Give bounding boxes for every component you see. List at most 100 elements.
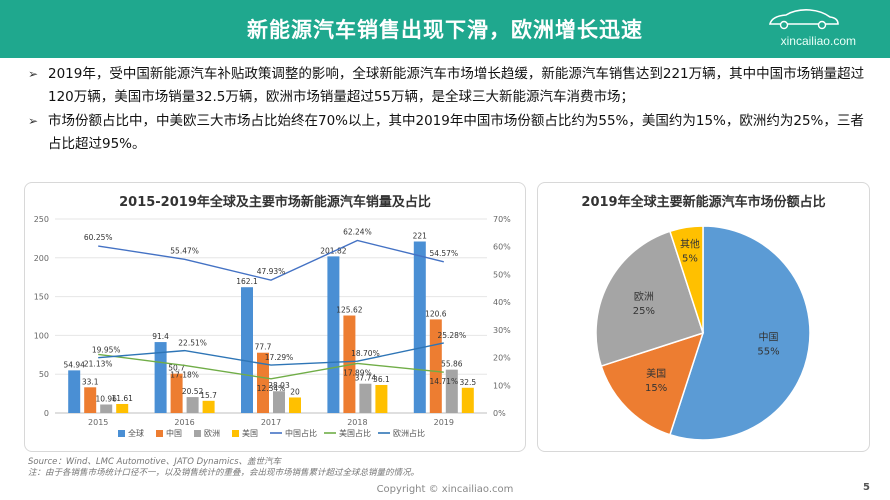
bar-美国 — [202, 400, 215, 413]
y2-tick-label: 60% — [493, 243, 511, 252]
pie-slice-value: 25% — [633, 306, 655, 317]
pie-chart-title: 2019年全球主要新能源汽车市场份额占比 — [581, 195, 826, 210]
page-number: 5 — [863, 482, 870, 493]
bar-data-label: 120.6 — [425, 309, 447, 318]
y-tick-label: 250 — [34, 215, 49, 224]
bullet-item: ➢ 市场份额占比中，中美欧三大市场占比始终在70%以上，其中2019年中国市场份… — [28, 110, 868, 156]
combo-chart-title: 2015-2019年全球及主要市场新能源汽车销量及占比 — [119, 195, 431, 210]
bar-data-label: 20 — [290, 387, 300, 396]
line-data-label: 62.24% — [343, 228, 372, 237]
x-tick-label: 2018 — [347, 418, 367, 427]
pie-slice-name: 中国 — [759, 330, 779, 343]
bar-全球 — [154, 342, 167, 413]
bar-data-label: 28.03 — [268, 381, 290, 390]
bullet-text: 2019年，受中国新能源汽车补贴政策调整的影响，全球新能源汽车市场增长趋缓，新能… — [48, 66, 865, 105]
pie-slice-欧洲 — [595, 230, 704, 368]
pie-slice-其他 — [668, 225, 704, 334]
bar-data-label: 77.7 — [255, 343, 272, 352]
bar-data-label: 32.5 — [459, 378, 476, 387]
arrow-bullet-icon: ➢ — [28, 114, 39, 128]
bullet-item: ➢ 2019年，受中国新能源汽车补贴政策调整的影响，全球新能源汽车市场增长趋缓，… — [28, 63, 868, 109]
y2-tick-label: 30% — [493, 326, 511, 335]
bar-美国 — [116, 403, 129, 413]
line-data-label: 19.95% — [92, 346, 121, 355]
legend-label: 全球 — [128, 428, 144, 438]
bar-欧洲 — [273, 391, 285, 413]
legend-swatch — [118, 430, 125, 437]
y-tick-label: 50 — [39, 370, 49, 379]
y2-tick-label: 40% — [493, 298, 511, 307]
bar-data-label: 37.74 — [355, 374, 377, 383]
bar-全球 — [327, 256, 340, 413]
line-data-label: 17.29% — [265, 353, 294, 362]
pie-slice-name: 美国 — [646, 367, 666, 380]
y2-tick-label: 20% — [493, 354, 511, 363]
bar-全球 — [413, 241, 426, 413]
bar-美国 — [375, 384, 388, 413]
bar-data-label: 15.7 — [200, 391, 217, 400]
combo-chart-panel: 2015-2019年全球及主要市场新能源汽车销量及占比 0 50 100 150 200… — [24, 182, 526, 452]
copyright: Copyright © xincailiao.com — [376, 484, 514, 495]
bar-data-label: 91.4 — [152, 332, 169, 341]
car-logo-icon — [768, 9, 839, 30]
bar-欧洲 — [100, 404, 113, 413]
bar-欧洲 — [186, 397, 199, 413]
pie-slice-name: 欧洲 — [634, 291, 654, 303]
bar-data-label: 33.1 — [82, 377, 99, 386]
x-tick-label: 2019 — [434, 418, 454, 427]
legend-swatch — [156, 430, 163, 437]
legend-swatch — [194, 430, 201, 437]
y2-tick-label: 70% — [493, 215, 511, 224]
legend-swatch — [232, 430, 239, 437]
source-note: Source：Wind、LMC Automotive、JATO Dynamics… — [28, 457, 282, 467]
bar-data-label: 50.7 — [168, 364, 185, 373]
line-data-label: 17.18% — [170, 370, 199, 379]
x-tick-label: 2015 — [88, 418, 108, 427]
y2-tick-label: 50% — [493, 270, 511, 279]
line-美国占比 — [98, 353, 444, 380]
legend-label: 美国占比 — [339, 428, 371, 438]
legend-label: 中国 — [166, 428, 182, 438]
line-data-label: 25.28% — [437, 331, 466, 340]
line-data-label: 18.70% — [351, 349, 380, 358]
y-tick-label: 200 — [34, 254, 49, 263]
bar-data-label: 36.1 — [373, 375, 390, 384]
bar-中国 — [429, 319, 442, 413]
pie-slice-name: 其他 — [680, 238, 700, 251]
line-data-label: 21.13% — [84, 359, 113, 368]
bar-中国 — [84, 387, 97, 413]
pie-slice-value: 55% — [757, 346, 779, 357]
page-title: 新能源汽车销售出现下滑，欧洲增长迅速 — [247, 18, 643, 42]
y2-tick-label: 10% — [493, 381, 511, 390]
x-tick-label: 2016 — [174, 418, 194, 427]
legend-label: 中国占比 — [285, 428, 317, 438]
bar-中国 — [170, 373, 183, 413]
bar-全球 — [241, 287, 253, 413]
bar-欧洲 — [445, 369, 458, 413]
legend-label: 美国 — [242, 428, 258, 438]
line-中国占比 — [98, 239, 444, 281]
line-data-label: 47.93% — [257, 267, 286, 276]
bar-美国 — [461, 387, 474, 413]
line-data-label: 55.47% — [170, 246, 199, 255]
header-bar: 新能源汽车销售出现下滑，欧洲增长迅速 xincailiao.com — [0, 0, 890, 58]
y-tick-label: 0 — [44, 409, 49, 418]
footnote: Source：Wind、LMC Automotive、JATO Dynamics… — [28, 457, 419, 479]
bar-美国 — [289, 397, 301, 413]
bar-data-label: 125.62 — [336, 306, 362, 315]
line-data-label: 22.51% — [178, 339, 207, 348]
arrow-bullet-icon: ➢ — [28, 67, 39, 81]
y-tick-label: 100 — [34, 331, 49, 340]
bar-data-label: 11.61 — [111, 394, 133, 403]
pie-slice-value: 5% — [682, 254, 698, 265]
legend-label: 欧洲占比 — [393, 428, 425, 438]
bar-欧洲 — [359, 383, 372, 413]
pie-chart-panel: 2019年全球主要新能源汽车市场份额占比 中国 55% 美国 15% 欧洲 25% 其他 5% — [537, 182, 870, 452]
bar-中国 — [257, 352, 269, 413]
pie-slice-中国 — [668, 225, 811, 441]
brand-logo-text: xincailiao.com — [780, 34, 856, 48]
line-data-label: 17.89% — [343, 368, 372, 377]
bar-全球 — [68, 370, 81, 413]
pie-chart: 中国 55% 美国 15% 欧洲 25% 其他 5% — [595, 225, 811, 441]
line-欧洲占比 — [98, 342, 444, 366]
